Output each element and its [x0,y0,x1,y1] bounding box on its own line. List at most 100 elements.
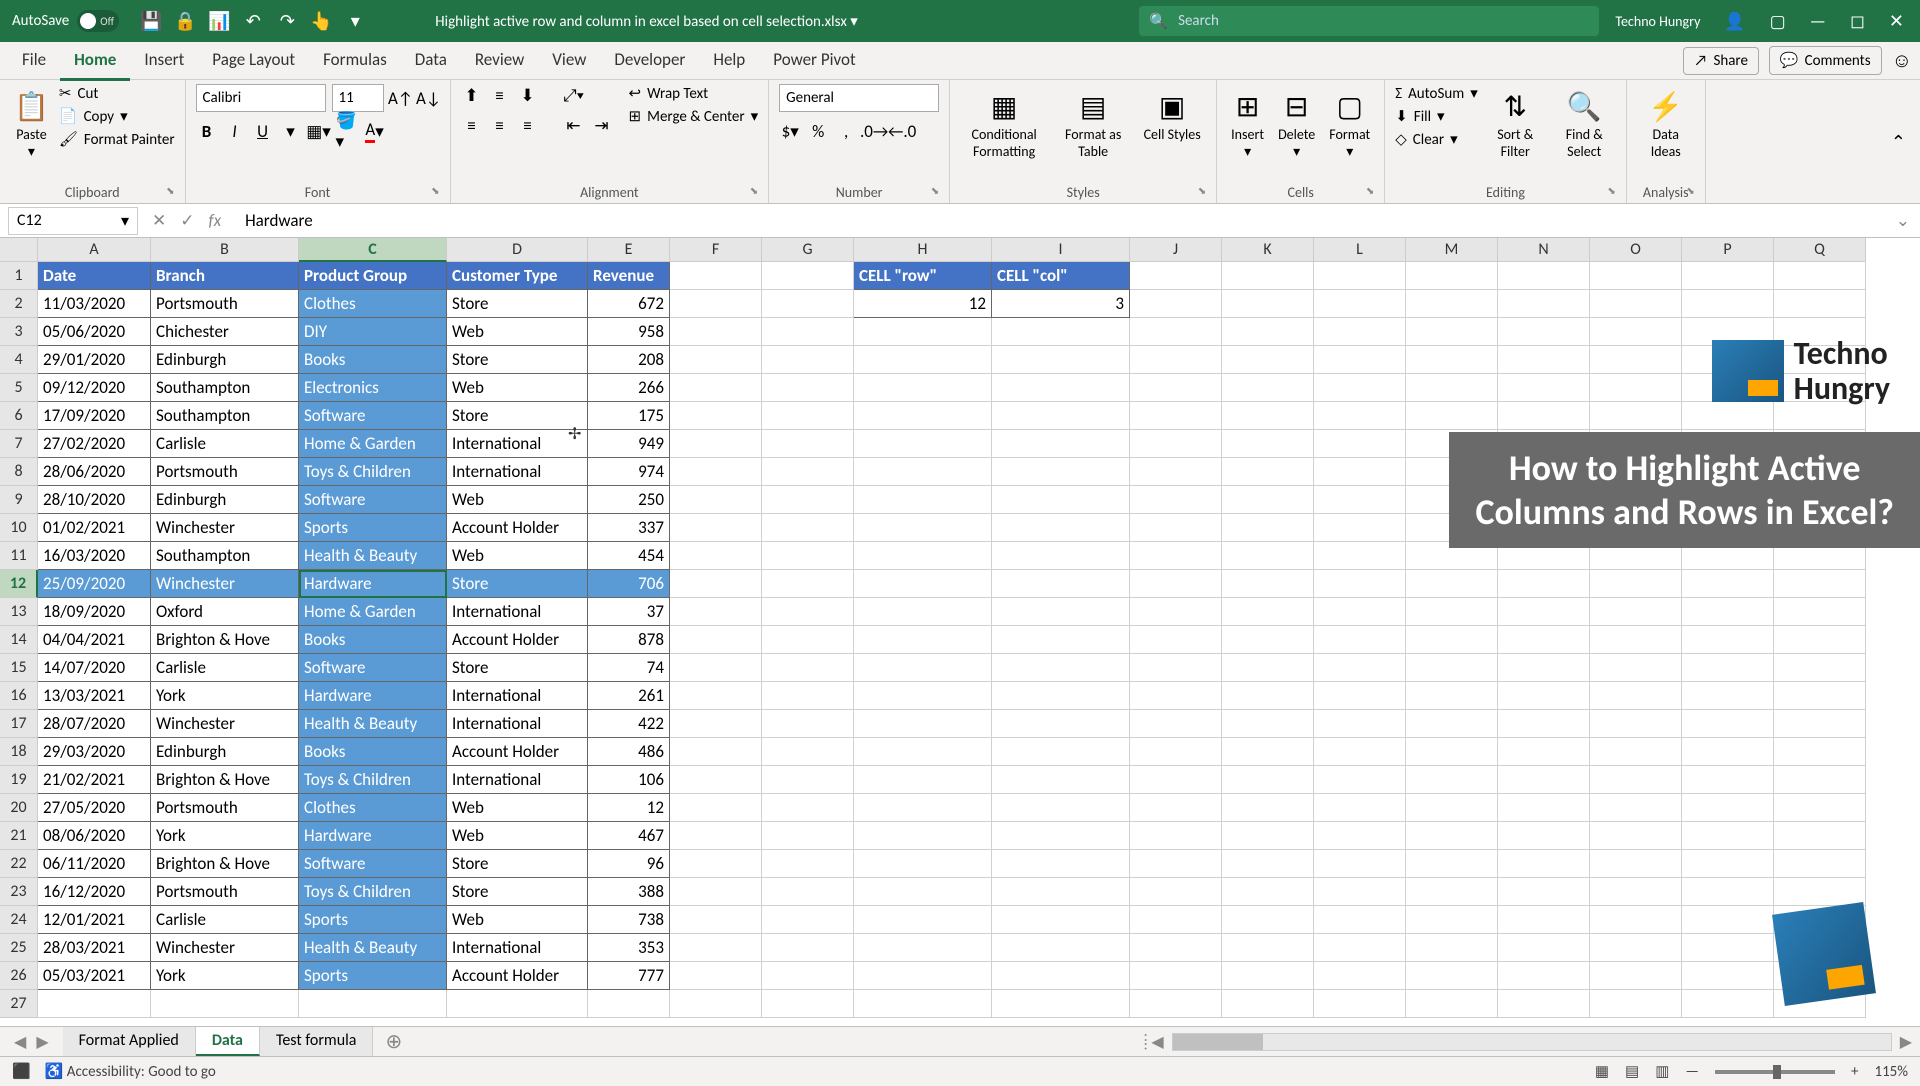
col-header-N[interactable]: N [1498,238,1590,262]
cell-M22[interactable] [1406,850,1498,878]
cell-G2[interactable] [762,290,854,318]
cell-L14[interactable] [1314,626,1406,654]
lock-icon[interactable]: 🔒 [175,11,195,31]
increase-font-icon[interactable]: A↑ [390,87,412,109]
data-ideas-button[interactable]: ⚡Data Ideas [1637,84,1695,162]
cell-O6[interactable] [1590,402,1682,430]
cell-J7[interactable] [1130,430,1222,458]
decrease-indent-icon[interactable]: ⇤ [563,114,585,136]
cell-G7[interactable] [762,430,854,458]
cell-L5[interactable] [1314,374,1406,402]
share-button[interactable]: ↗Share [1683,47,1759,75]
cell-O15[interactable] [1590,654,1682,682]
cell-M2[interactable] [1406,290,1498,318]
cell-B19[interactable]: Brighton & Hove [151,766,299,794]
expand-formula-icon[interactable]: ⌄ [1886,210,1920,231]
cell-H21[interactable] [854,822,992,850]
cell-F19[interactable] [670,766,762,794]
cell-D11[interactable]: Web [447,542,588,570]
formula-input[interactable]: Hardware [235,210,1886,231]
cell-A11[interactable]: 16/03/2020 [38,542,151,570]
cell-D15[interactable]: Store [447,654,588,682]
cell-O18[interactable] [1590,738,1682,766]
cell-H14[interactable] [854,626,992,654]
next-sheet-icon[interactable]: ▶ [36,1032,48,1052]
cell-Q14[interactable] [1774,626,1866,654]
cell-N15[interactable] [1498,654,1590,682]
cell-N21[interactable] [1498,822,1590,850]
cell-B4[interactable]: Edinburgh [151,346,299,374]
row-header-1[interactable]: 1 [0,262,38,290]
delete-cells-button[interactable]: ⊟Delete▾ [1274,84,1319,162]
cell-L20[interactable] [1314,794,1406,822]
cell-A6[interactable]: 17/09/2020 [38,402,151,430]
cell-C4[interactable]: Books [299,346,447,374]
align-left-icon[interactable]: ≡ [461,114,483,136]
cell-O21[interactable] [1590,822,1682,850]
cell-F23[interactable] [670,878,762,906]
cell-Q2[interactable] [1774,290,1866,318]
cell-J20[interactable] [1130,794,1222,822]
cell-F22[interactable] [670,850,762,878]
cell-A24[interactable]: 12/01/2021 [38,906,151,934]
cell-H2[interactable]: 12 [854,290,992,318]
cell-Q23[interactable] [1774,878,1866,906]
underline-dropdown[interactable]: ▾ [280,120,302,142]
cell-J25[interactable] [1130,934,1222,962]
cell-E7[interactable]: 949 [588,430,670,458]
sheet-tab-format-applied[interactable]: Format Applied [63,1027,196,1056]
cell-E20[interactable]: 12 [588,794,670,822]
zoom-in-button[interactable]: + [1851,1063,1858,1081]
cell-O14[interactable] [1590,626,1682,654]
save-icon[interactable]: 💾 [141,11,161,31]
cell-B25[interactable]: Winchester [151,934,299,962]
add-sheet-button[interactable]: ⊕ [373,1029,414,1054]
cell-A20[interactable]: 27/05/2020 [38,794,151,822]
cell-N24[interactable] [1498,906,1590,934]
cell-G8[interactable] [762,458,854,486]
cell-O23[interactable] [1590,878,1682,906]
cell-C26[interactable]: Sports [299,962,447,990]
chart-icon[interactable]: 📊 [209,11,229,31]
cell-L26[interactable] [1314,962,1406,990]
cell-F6[interactable] [670,402,762,430]
cell-C20[interactable]: Clothes [299,794,447,822]
cell-C8[interactable]: Toys & Children [299,458,447,486]
cell-E3[interactable]: 958 [588,318,670,346]
cell-M16[interactable] [1406,682,1498,710]
col-header-D[interactable]: D [447,238,588,262]
cell-G22[interactable] [762,850,854,878]
cell-E12[interactable]: 706 [588,570,670,598]
tab-page-layout[interactable]: Page Layout [198,41,309,81]
cell-C15[interactable]: Software [299,654,447,682]
cell-O17[interactable] [1590,710,1682,738]
name-box[interactable]: C12▾ [8,207,138,235]
cell-E4[interactable]: 208 [588,346,670,374]
cell-H19[interactable] [854,766,992,794]
cell-B17[interactable]: Winchester [151,710,299,738]
cell-Q16[interactable] [1774,682,1866,710]
cell-Q20[interactable] [1774,794,1866,822]
cell-J3[interactable] [1130,318,1222,346]
cell-F13[interactable] [670,598,762,626]
cell-F10[interactable] [670,514,762,542]
cell-B5[interactable]: Southampton [151,374,299,402]
cell-A21[interactable]: 08/06/2020 [38,822,151,850]
cell-J10[interactable] [1130,514,1222,542]
cell-A16[interactable]: 13/03/2021 [38,682,151,710]
row-header-15[interactable]: 15 [0,654,38,682]
cell-P17[interactable] [1682,710,1774,738]
col-header-G[interactable]: G [762,238,854,262]
cell-L23[interactable] [1314,878,1406,906]
cell-N4[interactable] [1498,346,1590,374]
zoom-slider[interactable] [1715,1070,1835,1074]
font-color-button[interactable]: A▾ [364,120,386,142]
cell-K17[interactable] [1222,710,1314,738]
cell-H13[interactable] [854,598,992,626]
cell-J23[interactable] [1130,878,1222,906]
cell-K1[interactable] [1222,262,1314,290]
cell-L13[interactable] [1314,598,1406,626]
cell-J6[interactable] [1130,402,1222,430]
cell-N2[interactable] [1498,290,1590,318]
cell-L4[interactable] [1314,346,1406,374]
